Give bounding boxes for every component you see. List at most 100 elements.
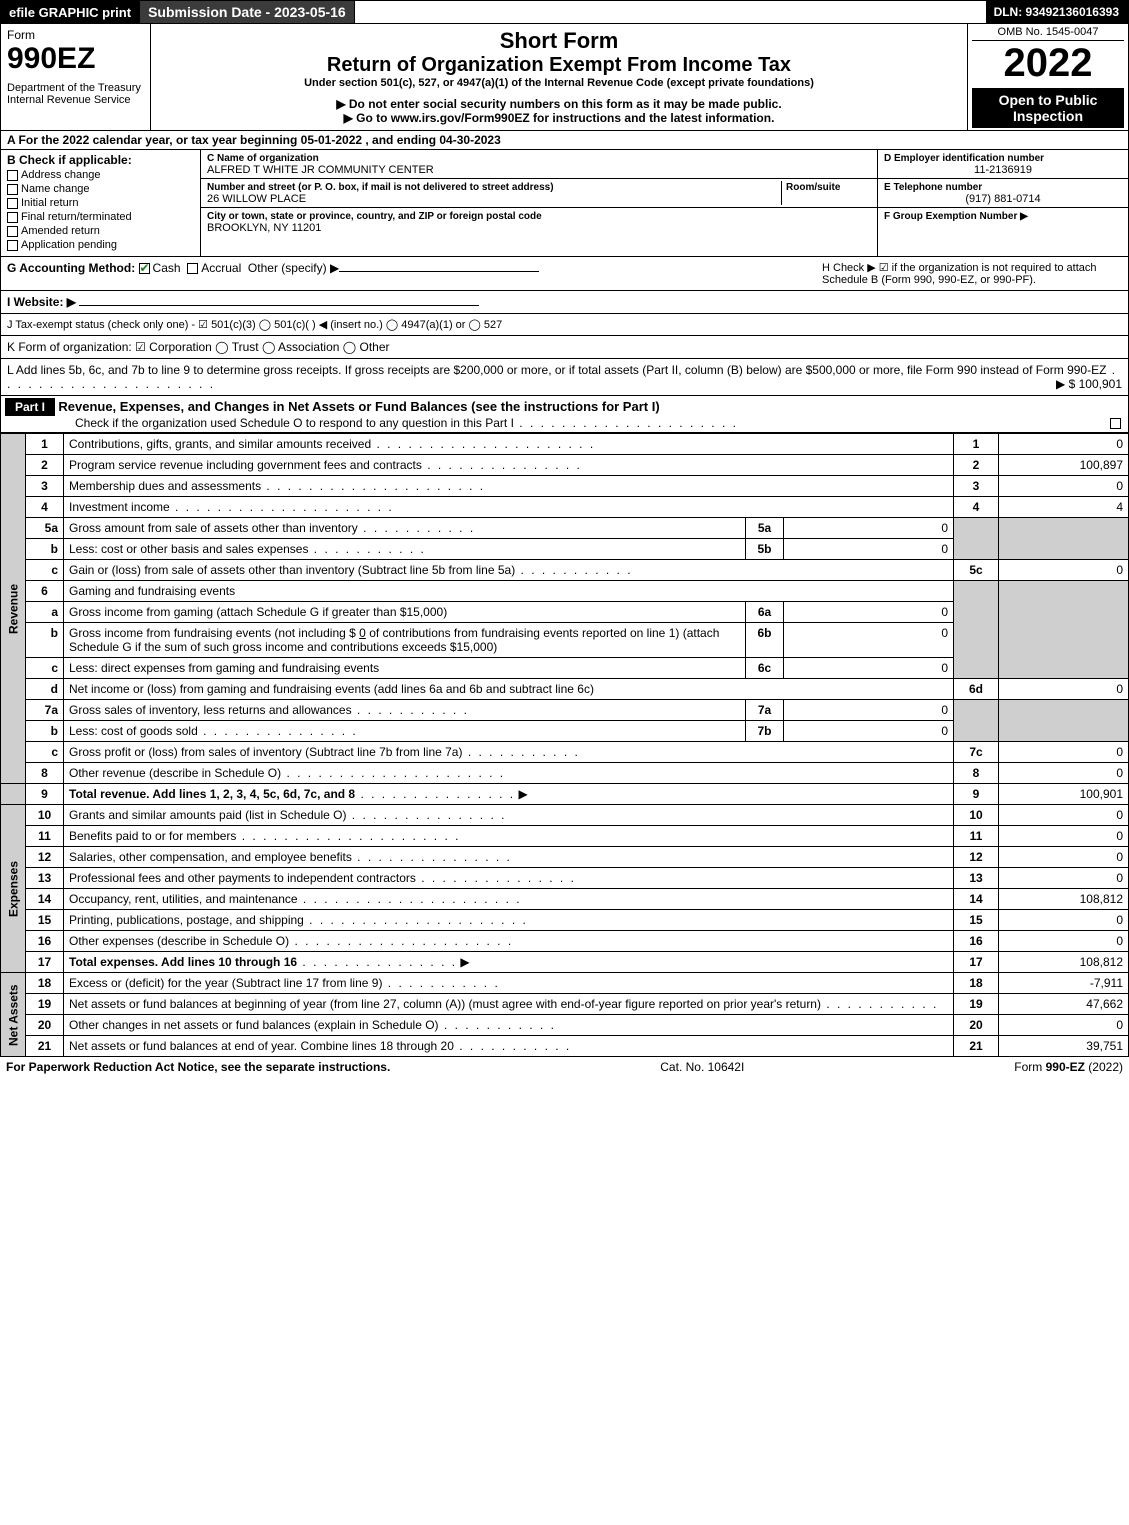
ln7b-desc: Less: cost of goods sold	[64, 721, 746, 742]
chk-address-change-label: Address change	[21, 169, 101, 181]
d-lbl: D Employer identification number	[884, 153, 1044, 164]
ln1-rn: 1	[954, 434, 999, 455]
ln16-rn: 16	[954, 931, 999, 952]
header-left: Form 990EZ Department of the Treasury In…	[1, 24, 151, 130]
ln7ab-rn-grey	[954, 700, 999, 742]
ln11-rn: 11	[954, 826, 999, 847]
ln6d-rn: 6d	[954, 679, 999, 700]
ln20-num: 20	[26, 1015, 64, 1036]
part1-tag: Part I	[5, 398, 55, 416]
ln5c-rv: 0	[999, 560, 1129, 581]
footer-left: For Paperwork Reduction Act Notice, see …	[6, 1060, 390, 1074]
row-a-tax-year: A For the 2022 calendar year, or tax yea…	[0, 131, 1129, 150]
ln2-rv: 100,897	[999, 455, 1129, 476]
submission-date: Submission Date - 2023-05-16	[140, 1, 355, 23]
chk-name-change[interactable]: Name change	[7, 183, 194, 195]
ln10-num: 10	[26, 805, 64, 826]
ln5a-il: 5a	[746, 518, 784, 539]
ln15-desc: Printing, publications, postage, and shi…	[64, 910, 954, 931]
row-h: H Check ▶ ☑ if the organization is not r…	[822, 261, 1122, 286]
chk-application-pending-label: Application pending	[21, 239, 117, 251]
chk-address-change[interactable]: Address change	[7, 169, 194, 181]
cell-d-ein: D Employer identification number 11-2136…	[878, 150, 1128, 179]
ln5b-num: b	[26, 539, 64, 560]
ln19-num: 19	[26, 994, 64, 1015]
ln19-desc: Net assets or fund balances at beginning…	[64, 994, 954, 1015]
ln13-rn: 13	[954, 868, 999, 889]
ln6c-il: 6c	[746, 658, 784, 679]
part1-table: Revenue 1 Contributions, gifts, grants, …	[0, 433, 1129, 1057]
instr-ssn: ▶ Do not enter social security numbers o…	[336, 97, 781, 111]
ln1-desc: Contributions, gifts, grants, and simila…	[64, 434, 954, 455]
ln6b-iv: 0	[784, 623, 954, 658]
part1-checkbox[interactable]	[1110, 416, 1124, 430]
ln2-desc: Program service revenue including govern…	[64, 455, 954, 476]
f-lbl: F Group Exemption Number ▶	[884, 211, 1028, 222]
footer-right: Form 990-EZ (2022)	[1014, 1060, 1123, 1074]
dept-treasury: Department of the Treasury	[7, 82, 144, 94]
ln2-num: 2	[26, 455, 64, 476]
ln6a-iv: 0	[784, 602, 954, 623]
ln6b-num: b	[26, 623, 64, 658]
ln7c-rv: 0	[999, 742, 1129, 763]
ln7b-iv: 0	[784, 721, 954, 742]
chk-amended-return-label: Amended return	[21, 225, 100, 237]
ln15-rn: 15	[954, 910, 999, 931]
ln20-desc: Other changes in net assets or fund bala…	[64, 1015, 954, 1036]
ln12-num: 12	[26, 847, 64, 868]
ln14-num: 14	[26, 889, 64, 910]
c-name-val: ALFRED T WHITE JR COMMUNITY CENTER	[207, 164, 434, 176]
ln6a-il: 6a	[746, 602, 784, 623]
side-revenue: Revenue	[1, 434, 26, 784]
ln6c-iv: 0	[784, 658, 954, 679]
ln13-num: 13	[26, 868, 64, 889]
ln7c-num: c	[26, 742, 64, 763]
ln11-num: 11	[26, 826, 64, 847]
ln7a-il: 7a	[746, 700, 784, 721]
ln5b-il: 5b	[746, 539, 784, 560]
g-other: Other (specify) ▶	[248, 261, 339, 275]
chk-application-pending[interactable]: Application pending	[7, 239, 194, 251]
part1-title: Revenue, Expenses, and Changes in Net As…	[58, 399, 659, 414]
l-text: L Add lines 5b, 6c, and 7b to line 9 to …	[7, 363, 1106, 377]
part1-check: Check if the organization used Schedule …	[75, 416, 514, 430]
side-expenses: Expenses	[1, 805, 26, 973]
chk-amended-return[interactable]: Amended return	[7, 225, 194, 237]
ln15-num: 15	[26, 910, 64, 931]
ln20-rn: 20	[954, 1015, 999, 1036]
ln11-rv: 0	[999, 826, 1129, 847]
ln18-rv: -7,911	[999, 973, 1129, 994]
chk-final-return[interactable]: Final return/terminated	[7, 211, 194, 223]
form-number: 990EZ	[7, 42, 144, 76]
ln6b-il: 6b	[746, 623, 784, 658]
ln16-num: 16	[26, 931, 64, 952]
g-other-blank[interactable]	[339, 271, 539, 272]
cell-city: City or town, state or province, country…	[201, 208, 877, 236]
ln8-rv: 0	[999, 763, 1129, 784]
ln15-rv: 0	[999, 910, 1129, 931]
ln3-desc: Membership dues and assessments	[64, 476, 954, 497]
ln9-rn: 9	[954, 784, 999, 805]
ln21-rn: 21	[954, 1036, 999, 1057]
ln10-rv: 0	[999, 805, 1129, 826]
col-b-checkboxes: B Check if applicable: Address change Na…	[1, 150, 201, 256]
ln5c-rn: 5c	[954, 560, 999, 581]
ln9-rv: 100,901	[999, 784, 1129, 805]
ln20-rv: 0	[999, 1015, 1129, 1036]
ln3-num: 3	[26, 476, 64, 497]
col-def: D Employer identification number 11-2136…	[878, 150, 1128, 256]
footer-mid: Cat. No. 10642I	[660, 1060, 744, 1074]
ln12-rv: 0	[999, 847, 1129, 868]
ln7a-num: 7a	[26, 700, 64, 721]
g-cash-chk[interactable]	[139, 263, 150, 274]
ln7b-il: 7b	[746, 721, 784, 742]
row-i-website: I Website: ▶	[0, 291, 1129, 314]
g-accrual-chk[interactable]	[187, 263, 198, 274]
chk-initial-return[interactable]: Initial return	[7, 197, 194, 209]
ln3-rv: 0	[999, 476, 1129, 497]
ln14-desc: Occupancy, rent, utilities, and maintena…	[64, 889, 954, 910]
ln6b-desc: Gross income from fundraising events (no…	[64, 623, 746, 658]
c-street-val: 26 WILLOW PLACE	[207, 193, 306, 205]
e-val: (917) 881-0714	[884, 193, 1122, 205]
i-blank[interactable]	[79, 305, 479, 306]
